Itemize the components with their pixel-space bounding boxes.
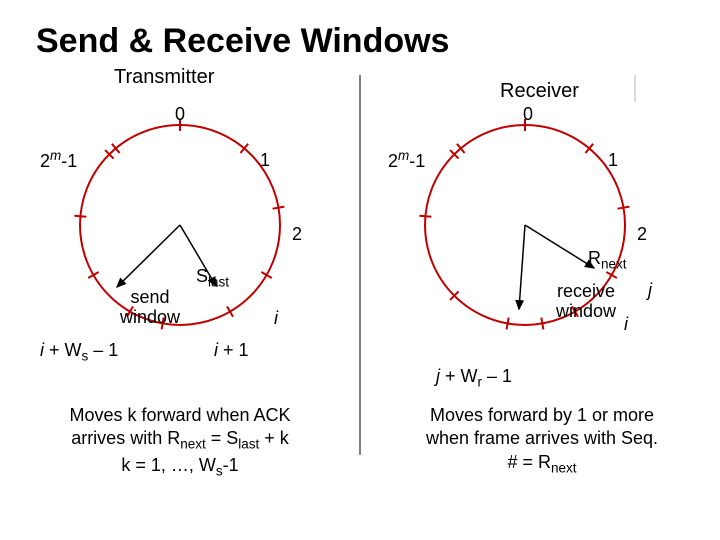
tx-label-zero: 0 bbox=[175, 104, 185, 125]
rx-label-2m-1: 2m-1 bbox=[388, 148, 425, 172]
rx-label-rnext: Rnext bbox=[588, 248, 627, 272]
rx-label-zero: 0 bbox=[523, 104, 533, 125]
tx-label-i: i bbox=[274, 308, 278, 329]
rx-caption: Moves forward by 1 or more when frame ar… bbox=[392, 404, 692, 477]
tx-label-2m-1: 2m-1 bbox=[40, 148, 77, 172]
tx-label-one: 1 bbox=[260, 150, 270, 171]
rx-label-one: 1 bbox=[608, 150, 618, 171]
rx-label-i: i bbox=[624, 314, 628, 335]
rx-label-j-plus-wr: j + Wr – 1 bbox=[436, 366, 512, 390]
tx-label-i-plus-ws: i + Ws – 1 bbox=[40, 340, 118, 364]
tx-label-two: 2 bbox=[292, 224, 302, 245]
rx-receive-window: receive window bbox=[556, 282, 616, 322]
tx-caption: Moves k forward when ACK arrives with Rn… bbox=[30, 404, 330, 480]
rx-label-two: 2 bbox=[637, 224, 647, 245]
tx-label-slast: Slast bbox=[196, 266, 229, 290]
rx-label-j: j bbox=[648, 280, 652, 301]
tx-label-i-plus-1: i + 1 bbox=[214, 340, 249, 361]
tx-send-window: send window bbox=[120, 288, 180, 328]
